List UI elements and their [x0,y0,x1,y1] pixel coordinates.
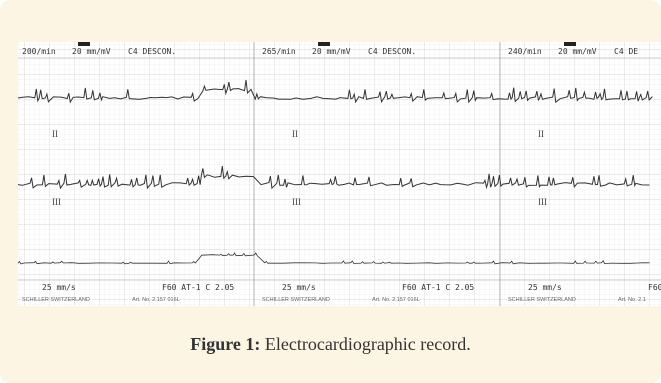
speed: 25 mm/s [42,283,76,292]
speed: 25 mm/s [282,283,316,292]
speed: 25 mm/s [528,283,562,292]
maker: SCHILLER SWITZERLAND [508,297,576,303]
marker-block [564,42,576,46]
filter: C4 DESCON. [128,47,176,56]
maker: SCHILLER SWITZERLAND [262,297,330,303]
lead-label: III [538,197,547,207]
lead-label: III [292,197,301,207]
caption-label: Figure 1: [190,334,260,354]
maker: SCHILLER SWITZERLAND [22,297,90,303]
figure-page: 200/min20 mm/mVC4 DESCON.IIIII25 mm/sF60… [0,0,661,383]
filter: C4 DESCON. [368,47,416,56]
article: Art. No. 2.1 [618,297,646,303]
gain: 20 mm/mV [312,47,351,56]
lead-label: II [538,129,544,139]
gain: 20 mm/mV [72,47,111,56]
lead-label: II [52,129,58,139]
article: Art. No. 2.157 016L [132,297,180,303]
ecg-grid [18,42,661,306]
marker-block [78,42,90,46]
rate: 200/min [22,47,56,56]
lead-label: III [52,197,61,207]
caption: Figure 1: Electrocardiographic record. [0,334,661,355]
gain: 20 mm/mV [558,47,597,56]
article: Art. No. 2.157 016L [372,297,420,303]
filter: C4 DE [614,47,638,56]
device: F60 [648,283,661,292]
rate: 240/min [508,47,542,56]
marker-block [318,42,330,46]
lead-label: II [292,129,298,139]
caption-text: Electrocardiographic record. [265,334,471,354]
rate: 265/min [262,47,296,56]
device: F60 AT-1 C 2.05 [162,283,234,292]
device: F60 AT-1 C 2.05 [402,283,474,292]
